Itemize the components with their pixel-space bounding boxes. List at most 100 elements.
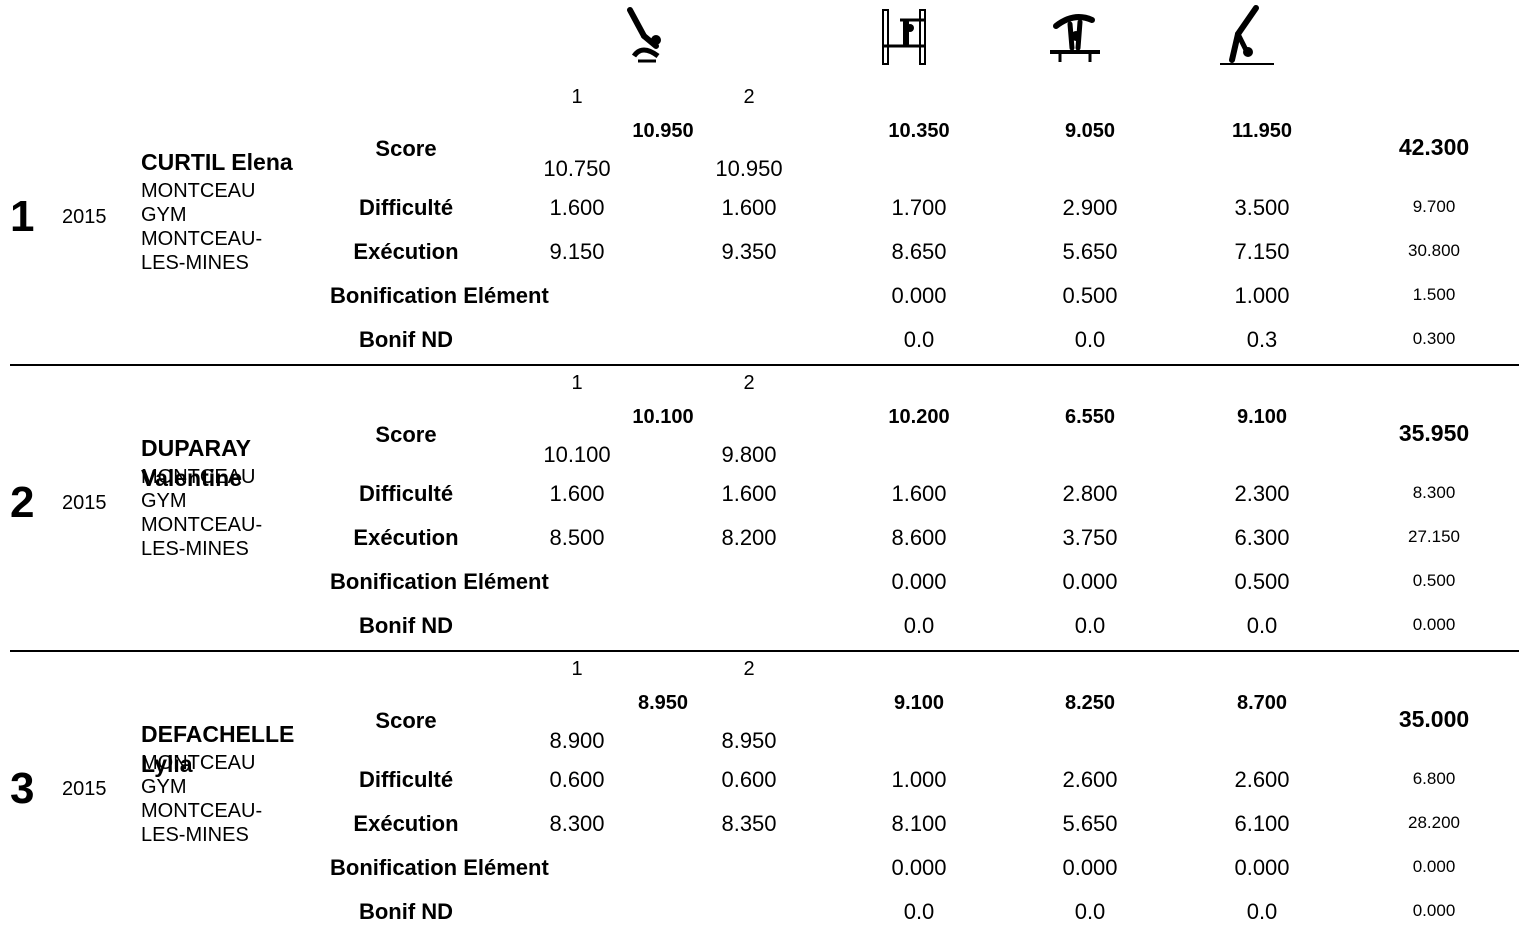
floor-difficulty: 2.600 (1234, 767, 1290, 792)
floor-execution: 7.150 (1234, 239, 1290, 264)
beam-bonus-element: 0.000 (1062, 855, 1118, 880)
bonus-element-label: Bonification Elément (330, 855, 549, 880)
total-difficulty: 8.300 (1412, 483, 1456, 502)
bonus-nd-label: Bonif ND (358, 327, 454, 352)
rank: 3 (10, 764, 35, 813)
bars-score: 10.200 (888, 406, 950, 428)
total-score: 35.000 (1398, 706, 1470, 732)
bars-bonus-element: 0.000 (891, 283, 947, 308)
bars-difficulty: 1.000 (891, 767, 947, 792)
bonus-element-label: Bonification Elément (330, 283, 549, 308)
beam-difficulty: 2.600 (1062, 767, 1118, 792)
difficulty-label: Difficulté (358, 481, 454, 506)
beam-difficulty: 2.900 (1062, 195, 1118, 220)
beam-score: 8.250 (1064, 692, 1116, 714)
score-label: Score (375, 422, 437, 447)
floor-difficulty: 2.300 (1234, 481, 1290, 506)
row-separator (10, 650, 1519, 652)
vault-score: 10.100 (632, 406, 694, 428)
vault-attempt-difficulty: 1.600 (549, 481, 605, 506)
vault-attempt-score: 9.800 (721, 442, 777, 467)
bars-bonus-nd: 0.0 (903, 613, 935, 638)
floor-bonus-element: 0.000 (1234, 855, 1290, 880)
bonus-element-label: Bonification Elément (330, 569, 549, 594)
vault-attempt-score: 8.900 (549, 728, 605, 753)
beam-bonus-nd: 0.0 (1074, 613, 1106, 638)
execution-label: Exécution (353, 239, 459, 264)
vault-attempt-difficulty: 1.600 (549, 195, 605, 220)
total-execution: 28.200 (1408, 813, 1460, 832)
vault-icon (622, 6, 672, 69)
vault-attempt-1-header: 1 (571, 372, 583, 394)
vault-attempt-execution: 8.350 (721, 811, 777, 836)
bars-score: 10.350 (888, 120, 950, 142)
athlete-name: CURTIL Elena (141, 149, 293, 175)
score-label: Score (375, 136, 437, 161)
difficulty-label: Difficulté (358, 767, 454, 792)
vault-attempt-score: 8.950 (721, 728, 777, 753)
bars-score: 9.100 (893, 692, 945, 714)
execution-label: Exécution (353, 525, 459, 550)
club-name: MONTCEAU GYM MONTCEAU-LES-MINES (141, 466, 263, 560)
beam-bonus-nd: 0.0 (1074, 899, 1106, 924)
floor-score: 8.700 (1236, 692, 1288, 714)
vault-attempt-execution: 8.500 (549, 525, 605, 550)
vault-attempt-score: 10.100 (543, 442, 611, 467)
beam-execution: 5.650 (1062, 239, 1118, 264)
bars-bonus-element: 0.000 (891, 855, 947, 880)
floor-exercise-icon (1218, 4, 1276, 71)
birth-year: 2015 (62, 778, 107, 800)
vault-attempt-execution: 8.200 (721, 525, 777, 550)
vault-score: 8.950 (637, 692, 689, 714)
floor-bonus-nd: 0.0 (1246, 613, 1278, 638)
vault-attempt-difficulty: 1.600 (721, 481, 777, 506)
athlete-name: DEFACHELLE Lylia (141, 721, 295, 777)
vault-attempt-2-header: 2 (743, 658, 755, 680)
total-bonus-nd: 0.000 (1412, 901, 1456, 920)
total-bonus-element: 0.500 (1412, 571, 1456, 590)
bars-difficulty: 1.700 (891, 195, 947, 220)
vault-score: 10.950 (632, 120, 694, 142)
rank: 1 (10, 192, 35, 241)
floor-execution: 6.300 (1234, 525, 1290, 550)
row-separator (10, 364, 1519, 366)
beam-execution: 5.650 (1062, 811, 1118, 836)
difficulty-label: Difficulté (358, 195, 454, 220)
floor-score: 9.100 (1236, 406, 1288, 428)
bars-difficulty: 1.600 (891, 481, 947, 506)
birth-year: 2015 (62, 206, 107, 228)
birth-year: 2015 (62, 492, 107, 514)
bars-execution: 8.650 (891, 239, 947, 264)
club-name: MONTCEAU GYM MONTCEAU-LES-MINES (141, 180, 263, 274)
club-name: MONTCEAU GYM MONTCEAU-LES-MINES (141, 752, 263, 846)
bars-execution: 8.100 (891, 811, 947, 836)
score-label: Score (375, 708, 437, 733)
bonus-nd-label: Bonif ND (358, 899, 454, 924)
vault-attempt-difficulty: 0.600 (549, 767, 605, 792)
bars-bonus-nd: 0.0 (903, 327, 935, 352)
total-execution: 30.800 (1408, 241, 1460, 260)
total-bonus-nd: 0.300 (1412, 329, 1456, 348)
athlete-name: DUPARAY Valentine (141, 435, 251, 491)
bonus-nd-label: Bonif ND (358, 613, 454, 638)
vault-attempt-difficulty: 1.600 (721, 195, 777, 220)
floor-bonus-nd: 0.0 (1246, 899, 1278, 924)
vault-attempt-execution: 9.350 (721, 239, 777, 264)
floor-bonus-element: 0.500 (1234, 569, 1290, 594)
floor-execution: 6.100 (1234, 811, 1290, 836)
beam-bonus-element: 0.500 (1062, 283, 1118, 308)
floor-difficulty: 3.500 (1234, 195, 1290, 220)
beam-difficulty: 2.800 (1062, 481, 1118, 506)
vault-attempt-score: 10.950 (715, 156, 783, 181)
total-execution: 27.150 (1408, 527, 1460, 546)
bars-execution: 8.600 (891, 525, 947, 550)
beam-bonus-nd: 0.0 (1074, 327, 1106, 352)
vault-attempt-1-header: 1 (571, 86, 583, 108)
beam-score: 6.550 (1064, 406, 1116, 428)
vault-attempt-difficulty: 0.600 (721, 767, 777, 792)
beam-score: 9.050 (1064, 120, 1116, 142)
total-difficulty: 9.700 (1412, 197, 1456, 216)
total-bonus-element: 1.500 (1412, 285, 1456, 304)
vault-attempt-execution: 8.300 (549, 811, 605, 836)
bars-bonus-element: 0.000 (891, 569, 947, 594)
